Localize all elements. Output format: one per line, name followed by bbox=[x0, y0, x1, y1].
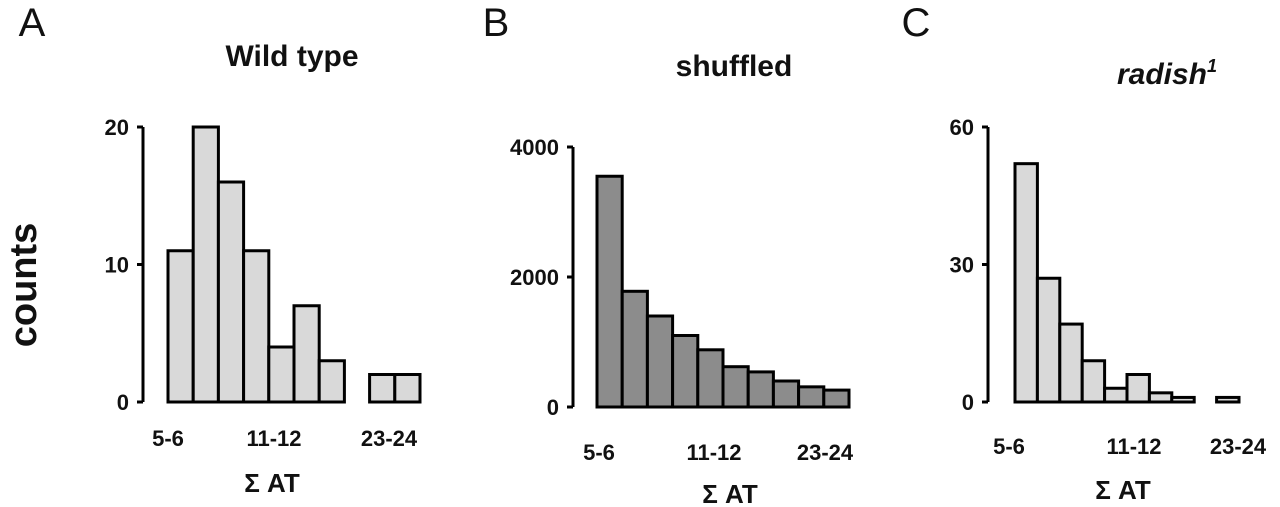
bar bbox=[797, 385, 826, 409]
bar bbox=[1013, 162, 1039, 404]
chart-title: radish1 bbox=[1117, 56, 1217, 91]
x-tick-label: 5-6 bbox=[152, 426, 184, 451]
y-tick-label: 4000 bbox=[510, 135, 559, 160]
bar bbox=[292, 304, 321, 404]
chart-title-text: Wild type bbox=[225, 40, 358, 73]
y-tick-label: 60 bbox=[950, 115, 974, 140]
y-tick-label: 2000 bbox=[510, 265, 559, 290]
x-tick-label: 23-24 bbox=[361, 426, 418, 451]
x-axis-label: Σ AT bbox=[244, 468, 300, 498]
bar bbox=[317, 359, 346, 404]
y-tick-label: 30 bbox=[950, 253, 974, 278]
chart-title-superscript: 1 bbox=[1207, 56, 1217, 76]
bar bbox=[696, 348, 725, 409]
x-tick-label: 11-12 bbox=[246, 426, 301, 451]
chart-title-text: radish bbox=[1117, 58, 1207, 91]
bar bbox=[1170, 395, 1196, 404]
x-axis-label: Σ AT bbox=[702, 479, 758, 507]
bar bbox=[1080, 359, 1107, 404]
bar bbox=[267, 345, 296, 404]
bar bbox=[822, 388, 851, 409]
bar bbox=[721, 365, 750, 409]
bar bbox=[1215, 395, 1241, 404]
x-tick-label: 5-6 bbox=[993, 434, 1025, 459]
bar bbox=[368, 373, 397, 404]
bar bbox=[166, 249, 195, 404]
bar bbox=[1125, 373, 1151, 404]
bar bbox=[671, 334, 700, 409]
bar bbox=[216, 180, 246, 404]
y-tick-label: 0 bbox=[547, 395, 559, 420]
y-tick-label: 20 bbox=[105, 115, 129, 140]
bar bbox=[1058, 322, 1084, 404]
bar bbox=[1035, 276, 1062, 404]
panel-letter: B bbox=[483, 1, 510, 45]
bar bbox=[746, 370, 775, 409]
shared-y-axis-label: counts bbox=[3, 223, 45, 348]
x-tick-label: 23-24 bbox=[1210, 434, 1267, 459]
chart-title: Wild type bbox=[225, 40, 358, 73]
panel-letter: A bbox=[19, 1, 46, 45]
bar bbox=[771, 379, 801, 409]
y-tick-label: 10 bbox=[105, 253, 129, 278]
y-tick-label: 0 bbox=[962, 390, 974, 415]
chart-title-text: shuffled bbox=[676, 50, 793, 83]
panel-a: A Wild type 0 10 20 5-6 11-12 23-24 Σ AT bbox=[19, 1, 422, 498]
bar bbox=[1147, 391, 1174, 404]
x-tick-label: 23-24 bbox=[797, 440, 854, 465]
x-axis-label: Σ AT bbox=[1095, 475, 1151, 505]
bar bbox=[393, 373, 422, 404]
bar bbox=[620, 289, 649, 409]
bar bbox=[242, 249, 271, 404]
x-tick-label: 5-6 bbox=[583, 440, 615, 465]
bar bbox=[1103, 386, 1129, 404]
panel-letter: C bbox=[902, 1, 931, 45]
bar bbox=[595, 174, 624, 409]
chart-title: shuffled bbox=[676, 50, 793, 83]
bar bbox=[645, 314, 675, 409]
bar bbox=[191, 125, 220, 404]
y-tick-label: 0 bbox=[117, 390, 129, 415]
x-tick-label: 11-12 bbox=[686, 440, 741, 465]
x-tick-label: 11-12 bbox=[1106, 434, 1161, 459]
